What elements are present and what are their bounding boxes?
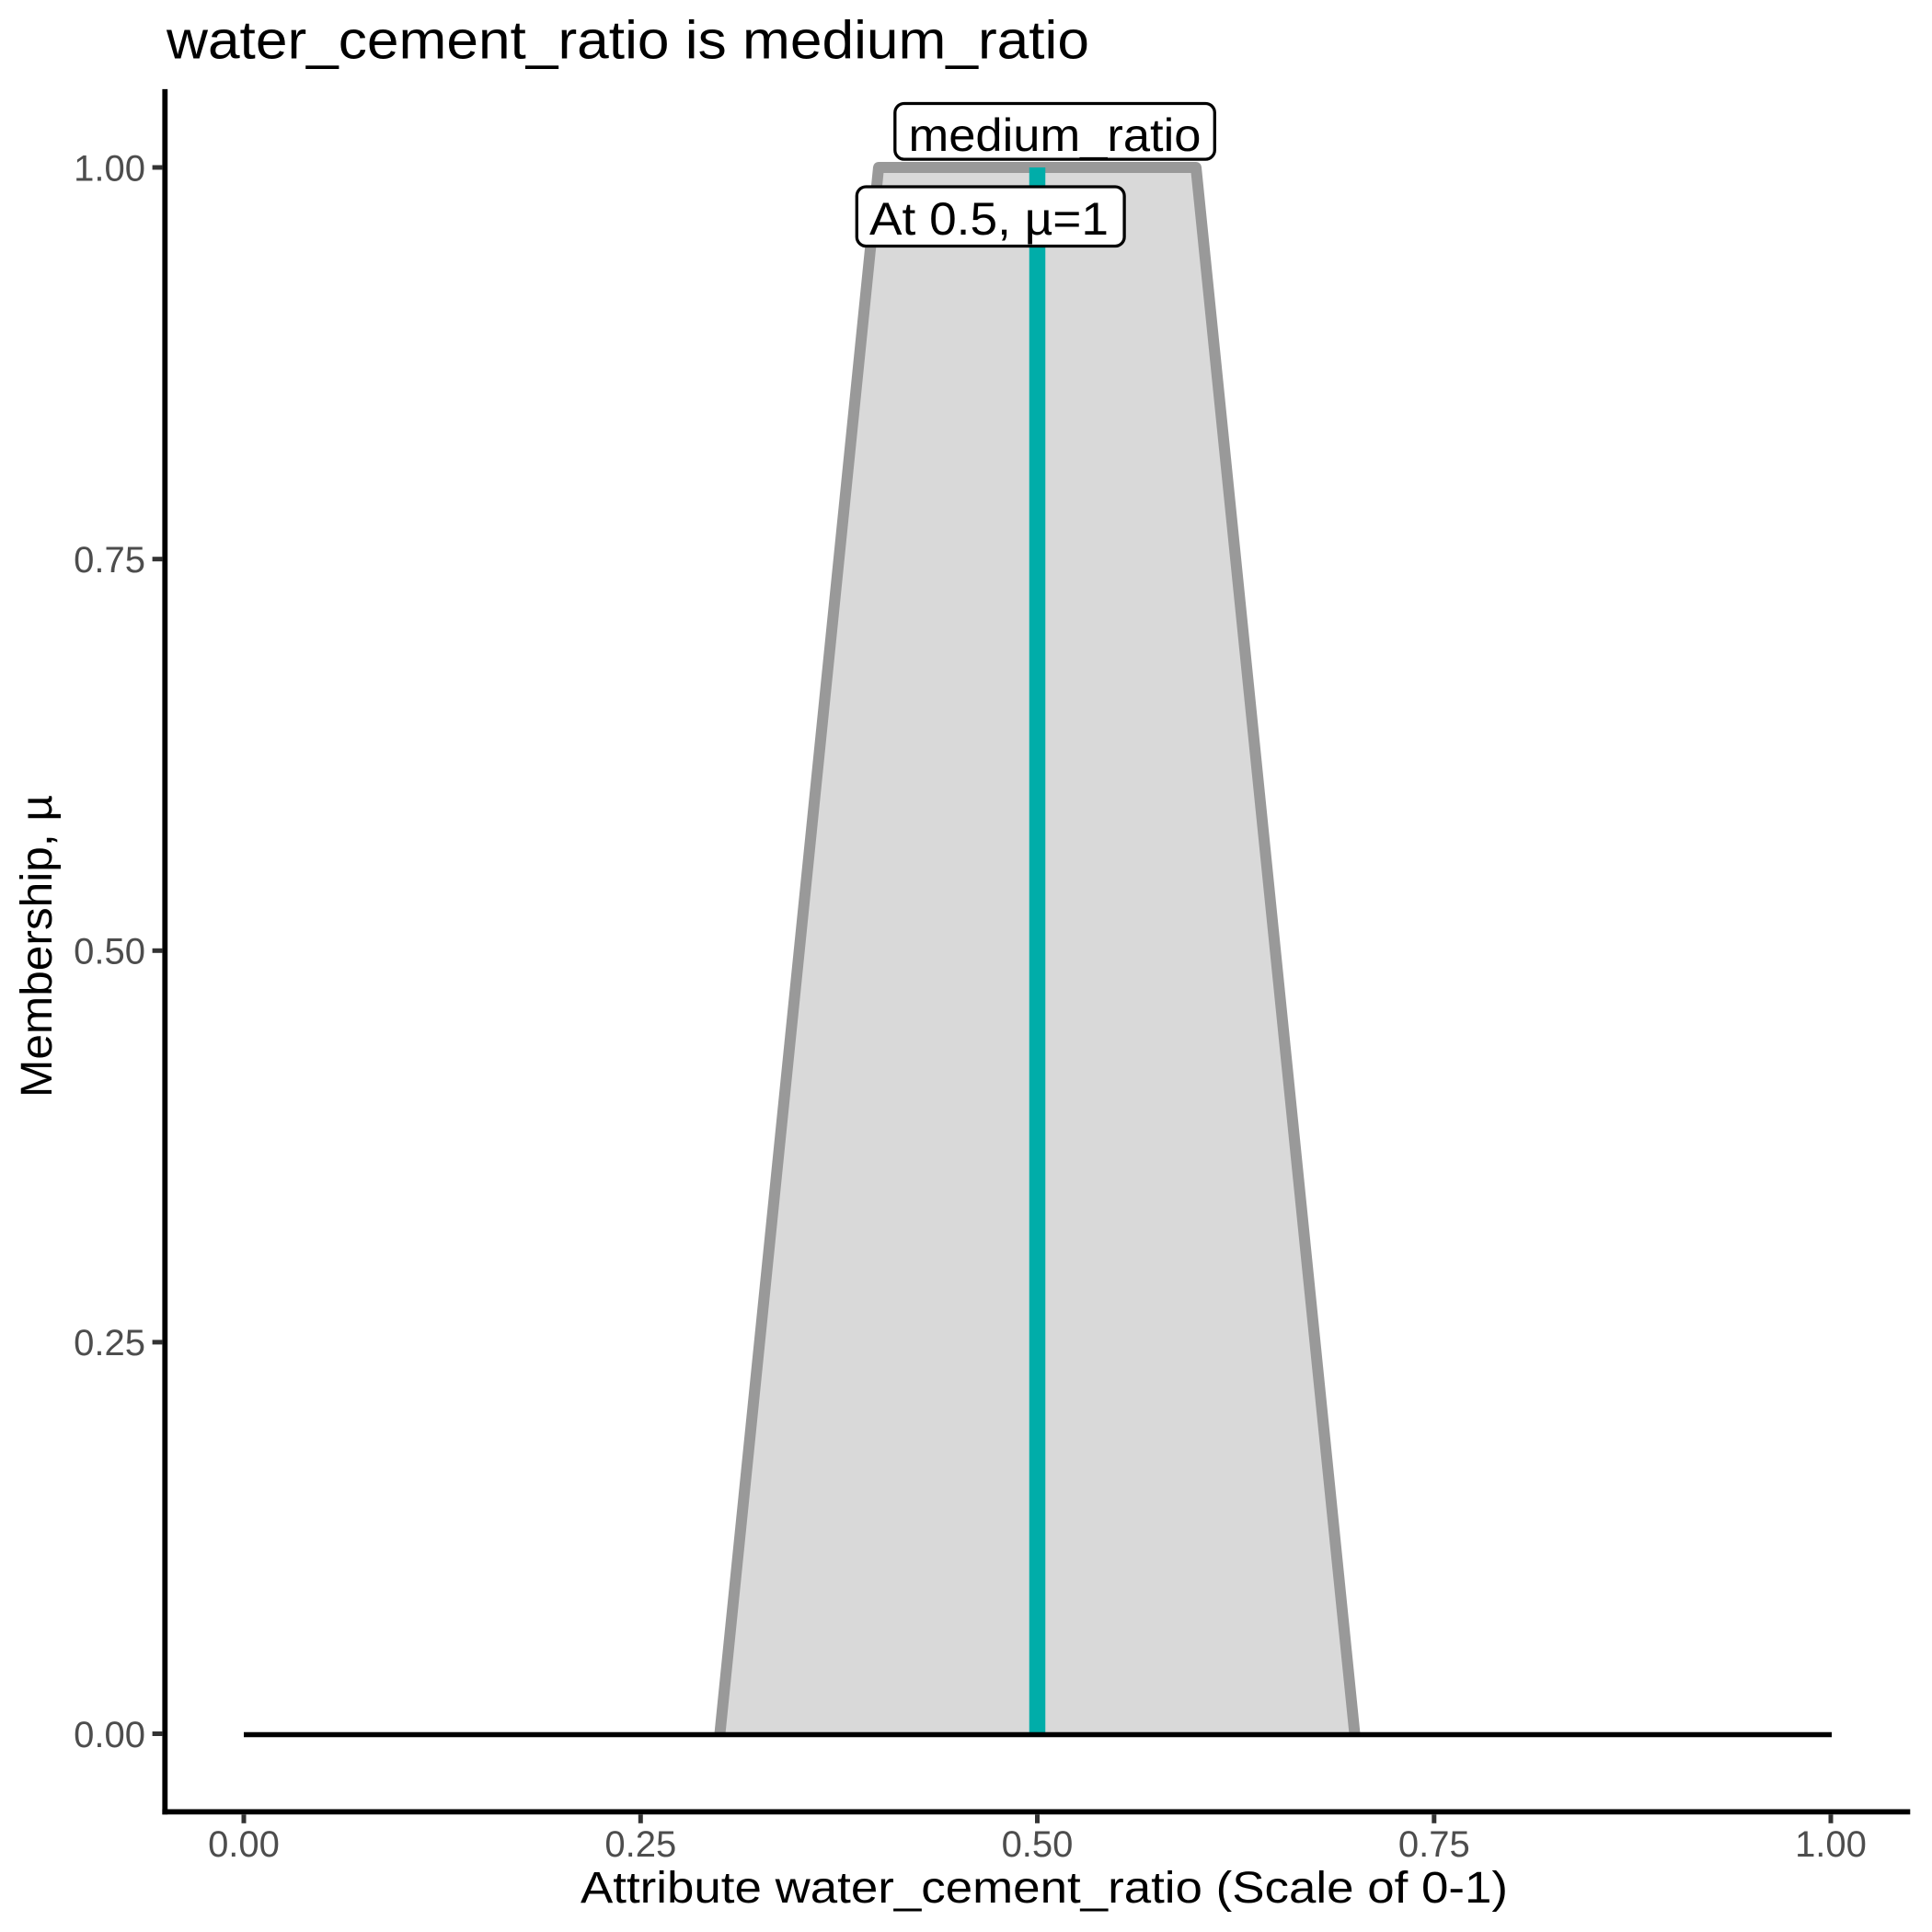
svg-text:At 0.5, µ=1: At 0.5, µ=1: [869, 193, 1109, 245]
svg-text:Membership, µ: Membership, µ: [13, 795, 62, 1098]
svg-text:water_cement_ratio is medium_r: water_cement_ratio is medium_ratio: [166, 11, 1089, 71]
svg-text:0.50: 0.50: [1002, 1824, 1074, 1865]
svg-text:0.25: 0.25: [74, 1323, 145, 1363]
svg-text:0.00: 0.00: [208, 1824, 280, 1865]
svg-text:1.00: 1.00: [74, 148, 145, 189]
svg-text:0.00: 0.00: [74, 1715, 145, 1755]
svg-text:0.25: 0.25: [604, 1824, 676, 1865]
svg-text:1.00: 1.00: [1795, 1824, 1867, 1865]
svg-text:0.75: 0.75: [1398, 1824, 1470, 1865]
svg-text:medium_ratio: medium_ratio: [909, 109, 1202, 161]
svg-text:0.50: 0.50: [74, 932, 145, 972]
svg-text:Attribute water_cement_ratio (: Attribute water_cement_ratio (Scale of 0…: [581, 1864, 1508, 1913]
svg-text:0.75: 0.75: [74, 540, 145, 581]
